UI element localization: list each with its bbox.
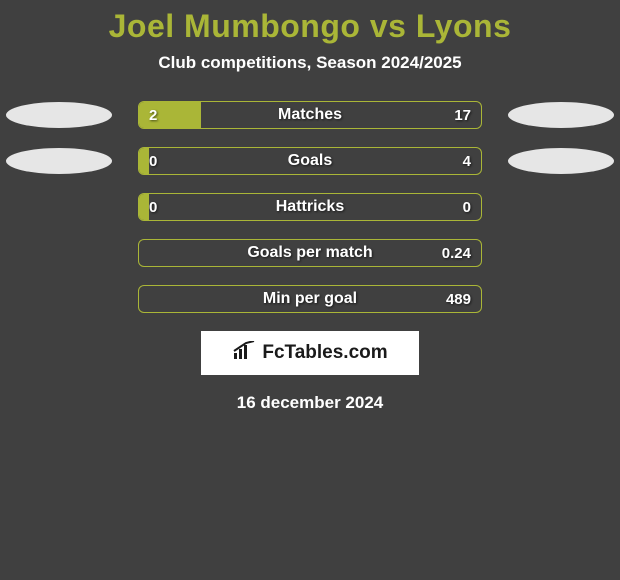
logo-text: FcTables.com: [262, 342, 387, 364]
stat-label: Min per goal: [139, 286, 481, 312]
stat-row: 0Hattricks0: [0, 193, 620, 221]
stat-row: Min per goal489: [0, 285, 620, 313]
page-title: Joel Mumbongo vs Lyons: [0, 8, 620, 45]
date-text: 16 december 2024: [0, 393, 620, 413]
stat-row: Goals per match0.24: [0, 239, 620, 267]
stat-right-value: 489: [446, 286, 471, 312]
stat-right-value: 0: [463, 194, 471, 220]
comparison-card: Joel Mumbongo vs Lyons Club competitions…: [0, 0, 620, 413]
stat-label: Matches: [139, 102, 481, 128]
stat-bar: 2Matches17: [138, 101, 482, 129]
stats-rows: 2Matches170Goals40Hattricks0Goals per ma…: [0, 101, 620, 313]
stat-bar: 0Hattricks0: [138, 193, 482, 221]
player-icon-left: [6, 148, 112, 174]
stat-right-value: 17: [454, 102, 471, 128]
stat-label: Goals per match: [139, 240, 481, 266]
stat-label: Hattricks: [139, 194, 481, 220]
stat-row: 2Matches17: [0, 101, 620, 129]
stat-bar: 0Goals4: [138, 147, 482, 175]
player-icon-left: [6, 102, 112, 128]
stat-bar: Goals per match0.24: [138, 239, 482, 267]
stat-bar: Min per goal489: [138, 285, 482, 313]
player-icon-right: [508, 148, 614, 174]
chart-icon: [232, 341, 256, 366]
stat-label: Goals: [139, 148, 481, 174]
subtitle: Club competitions, Season 2024/2025: [0, 53, 620, 73]
fctables-logo: FcTables.com: [201, 331, 419, 375]
stat-right-value: 0.24: [442, 240, 471, 266]
player-icon-right: [508, 102, 614, 128]
stat-row: 0Goals4: [0, 147, 620, 175]
stat-right-value: 4: [463, 148, 471, 174]
